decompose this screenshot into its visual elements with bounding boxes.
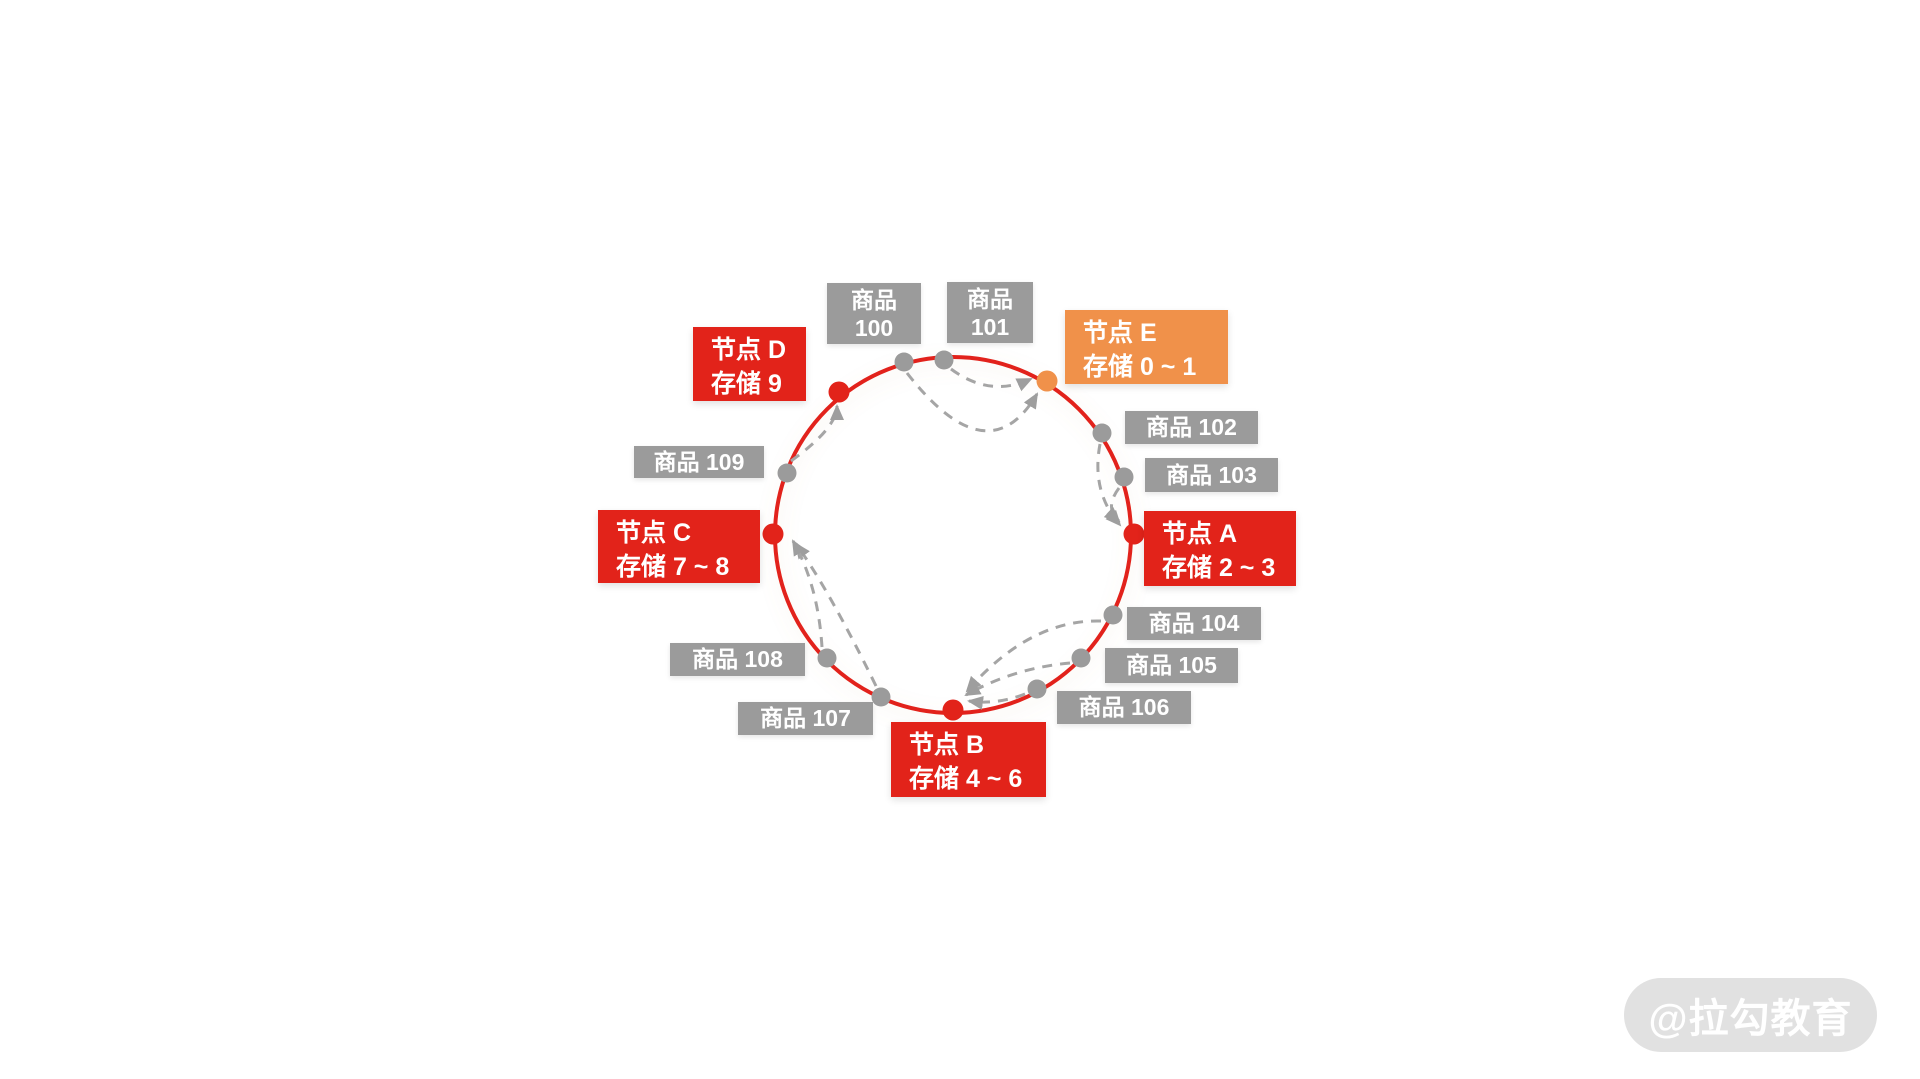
- node-label-b-name: 节点 B: [909, 731, 985, 759]
- arrow-item104-to-nodeB: [965, 619, 1102, 693]
- arrow-item102-to-nodeA: [1096, 443, 1122, 527]
- arrow-item101-to-nodeE: [950, 367, 1033, 392]
- node-label-a-name: 节点 A: [1162, 520, 1238, 548]
- item-dot-104: [1103, 605, 1123, 625]
- node-dot-a: [1123, 523, 1145, 545]
- node-label-c: 节点 C 存储 7 ~ 8: [598, 510, 760, 583]
- item-label-100: 商品 100: [827, 283, 921, 344]
- item-label-101-line2: 101: [970, 313, 1010, 340]
- item-label-100-line1: 商品: [851, 286, 897, 313]
- node-label-a-storage: 存储 2 ~ 3: [1162, 554, 1276, 582]
- arrow-item103-to-nodeA: [1103, 487, 1121, 523]
- arrow-item100-to-nodeE: [905, 372, 1039, 433]
- item-dot-105: [1071, 648, 1091, 668]
- watermark-text: @拉勾教育: [1648, 997, 1853, 1041]
- item-label-101: 商品 101: [947, 282, 1033, 343]
- node-dot-d: [828, 381, 850, 403]
- node-label-d-name: 节点 D: [711, 336, 787, 364]
- node-label-b-storage: 存储 4 ~ 6: [909, 765, 1023, 793]
- node-label-a: 节点 A 存储 2 ~ 3: [1144, 511, 1296, 586]
- node-label-e-name: 节点 E: [1083, 319, 1157, 347]
- item-dot-109: [777, 463, 797, 483]
- item-label-100-line2: 100: [854, 314, 894, 341]
- item-dot-102: [1092, 423, 1112, 443]
- item-label-108: 商品 108: [670, 643, 805, 676]
- item-label-107: 商品 107: [738, 702, 873, 735]
- item-dot-106: [1027, 679, 1047, 699]
- node-label-b: 节点 B 存储 4 ~ 6: [891, 722, 1046, 797]
- item-dot-103: [1114, 467, 1134, 487]
- arrow-item108-to-nodeC: [791, 539, 824, 648]
- item-label-104: 商品 104: [1127, 607, 1261, 640]
- item-dot-107: [871, 687, 891, 707]
- item-label-103: 商品 103: [1145, 458, 1278, 492]
- item-label-109: 商品 109: [634, 446, 764, 478]
- node-dot-b: [942, 699, 964, 721]
- item-label-105: 商品 105: [1105, 648, 1238, 683]
- item-dot-100: [894, 352, 914, 372]
- arrow-item107-to-nodeC: [794, 542, 878, 687]
- node-label-d-storage: 存储 9: [711, 370, 782, 398]
- item-dot-101: [934, 350, 954, 370]
- node-label-e-storage: 存储 0 ~ 1: [1083, 353, 1197, 381]
- item-dot-108: [817, 648, 837, 668]
- arrow-item109-to-nodeD: [790, 404, 844, 463]
- item-label-101-line1: 商品: [967, 285, 1013, 312]
- node-dot-e: [1036, 370, 1058, 392]
- arrow-item105-to-nodeB: [964, 661, 1071, 697]
- watermark-badge: @拉勾教育: [1624, 978, 1877, 1052]
- node-label-e: 节点 E 存储 0 ~ 1: [1065, 310, 1228, 384]
- item-label-106: 商品 106: [1057, 691, 1191, 724]
- arrow-item106-to-nodeB: [967, 692, 1026, 710]
- node-label-c-storage: 存储 7 ~ 8: [616, 553, 730, 581]
- item-label-102: 商品 102: [1125, 411, 1258, 444]
- node-label-d: 节点 D 存储 9: [693, 327, 806, 401]
- node-dot-c: [762, 523, 784, 545]
- node-label-c-name: 节点 C: [616, 519, 692, 547]
